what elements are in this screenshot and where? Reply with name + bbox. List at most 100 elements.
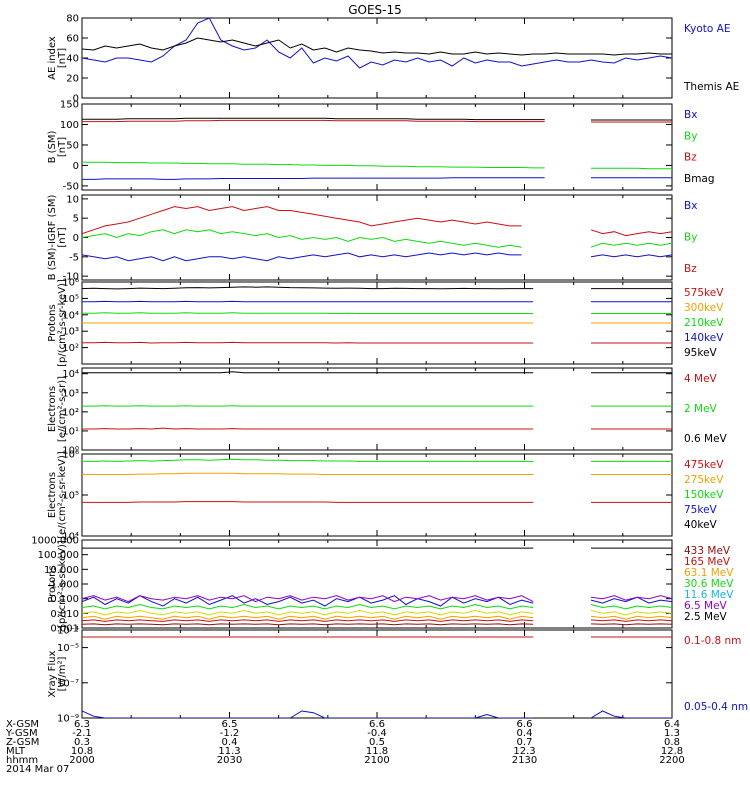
series-line-protons2-7 bbox=[82, 623, 672, 626]
series-line-ae-1 bbox=[82, 37, 672, 56]
y-tick-label: 10⁶ bbox=[62, 450, 79, 461]
legend-xray-1: 0.05-0.4 nm bbox=[684, 701, 748, 713]
ephemeris-value: 0.5 bbox=[369, 737, 385, 748]
ephemeris-value: -1.2 bbox=[220, 728, 240, 739]
legend-electrons2-2: 150keV bbox=[684, 489, 724, 501]
series-line-protons2-4 bbox=[82, 609, 672, 616]
panel-frame bbox=[81, 103, 673, 191]
y-tick-label: 100.000 bbox=[38, 550, 79, 561]
y-tick-label: 40 bbox=[66, 54, 79, 65]
legend-xray-0: 0.1-0.8 nm bbox=[684, 635, 741, 647]
series-line-protons-0 bbox=[82, 286, 672, 290]
panel-frame bbox=[81, 629, 673, 719]
series-line-xray-1 bbox=[82, 710, 672, 718]
y-tick-label: 80 bbox=[66, 14, 79, 25]
ephemeris-value: 6.4 bbox=[664, 719, 680, 730]
legend-protons2-0: 433 MeV bbox=[684, 545, 731, 557]
legend-dbb-0: Bx bbox=[684, 200, 697, 212]
ephemeris-value: 2200 bbox=[659, 755, 684, 766]
ephemeris-value: 0.7 bbox=[517, 737, 533, 748]
ephemeris-row-label: Z-GSM bbox=[6, 737, 39, 748]
y-tick-label: 0.100 bbox=[50, 594, 79, 605]
y-axis-label: [nT] bbox=[57, 227, 68, 247]
legend-b-3: Bmag bbox=[684, 173, 715, 185]
y-tick-label: 100 bbox=[60, 120, 79, 131]
ephemeris-value: 12.3 bbox=[513, 746, 535, 757]
y-tick-label: 20 bbox=[66, 74, 79, 85]
y-axis-label: [nT] bbox=[57, 137, 68, 157]
legend-protons2-3: 30.6 MeV bbox=[684, 578, 734, 590]
y-axis-label: AE index bbox=[47, 36, 58, 80]
panel-protons2: 0.001 0.010 0.100 1.000 10.000 100.000 1000.00… bbox=[31, 536, 734, 635]
ephemeris-value: 0.4 bbox=[222, 737, 238, 748]
y-tick-label: 0 bbox=[73, 94, 79, 105]
y-axis-label: [e/(cm²-s-sr-keV)] bbox=[57, 451, 68, 539]
y-tick-label: 0.010 bbox=[50, 609, 79, 620]
y-axis-label: [e/(cm²-s-sr)] bbox=[57, 376, 68, 442]
y-tick-label: 10³ bbox=[62, 327, 79, 338]
ephemeris-value: 2000 bbox=[69, 755, 94, 766]
ephemeris-value: -0.4 bbox=[367, 728, 387, 739]
ephemeris-date: 2014 Mar 07 bbox=[6, 764, 69, 775]
ephemeris-value: 6.5 bbox=[222, 719, 238, 730]
series-line-b-2 bbox=[82, 119, 672, 123]
y-axis-label: [p/(cm²-s-sr-keV)] bbox=[57, 279, 68, 367]
legend-protons-1: 300keV bbox=[684, 302, 724, 314]
ephemeris-row-label: hhmm bbox=[6, 755, 38, 766]
legend-protons-0: 575keV bbox=[684, 287, 724, 299]
legend-protons2-2: 63.1 MeV bbox=[684, 567, 734, 579]
ephemeris-value: 6.6 bbox=[369, 719, 385, 730]
series-line-protons2-1 bbox=[82, 595, 672, 607]
series-line-protons2-3 bbox=[82, 603, 672, 610]
y-tick-label: 10⁴ bbox=[62, 532, 79, 543]
series-line-b-1 bbox=[82, 161, 672, 170]
ephemeris-row-label: MLT bbox=[6, 746, 26, 757]
ephemeris-value: 11.8 bbox=[366, 746, 388, 757]
series-line-protons-4 bbox=[82, 341, 672, 344]
y-axis-label: Electrons bbox=[47, 386, 58, 432]
y-tick-label: 0 bbox=[73, 233, 79, 244]
panel-electrons1: 10⁰ 10¹ 10² 10³ 10⁴ Electrons [e/(cm²-s-sr)] 4 … bbox=[47, 367, 728, 457]
y-tick-label: 60 bbox=[66, 34, 79, 45]
panel-frame bbox=[81, 453, 673, 537]
series-line-ae-0 bbox=[82, 18, 672, 69]
series-line-protons2-5 bbox=[82, 615, 672, 620]
y-tick-label: 10⁻⁵ bbox=[57, 643, 79, 654]
ephemeris-value: 2100 bbox=[364, 755, 389, 766]
legend-ae-0: Kyoto AE bbox=[684, 23, 730, 35]
y-tick-label: 10⁴ bbox=[62, 310, 79, 321]
series-line-electrons2-1 bbox=[82, 472, 672, 475]
y-tick-label: 10³ bbox=[62, 388, 79, 399]
ephemeris-value: 2130 bbox=[512, 755, 537, 766]
legend-electrons2-1: 275keV bbox=[684, 474, 724, 486]
series-line-b-0 bbox=[82, 177, 672, 180]
panel-frame bbox=[81, 539, 673, 629]
series-line-dbb-2 bbox=[82, 206, 672, 237]
panel-xray: 10⁻⁹ 10⁻⁷ 10⁻⁵ 10⁻⁴ Xray Flux [W/m²] 0.1-0.8 n… bbox=[47, 626, 748, 725]
y-tick-label: 10⁻⁴ bbox=[57, 626, 79, 637]
y-axis-label: [nT] bbox=[57, 48, 68, 68]
ephemeris-value: 6.6 bbox=[517, 719, 533, 730]
legend-b-2: Bz bbox=[684, 152, 697, 164]
ephemeris-value: 2030 bbox=[217, 755, 242, 766]
y-tick-label: 10² bbox=[62, 343, 79, 354]
panel-frame bbox=[81, 17, 673, 99]
ephemeris-value: 1.3 bbox=[664, 728, 680, 739]
ephemeris-row-label: X-GSM bbox=[6, 719, 39, 730]
legend-b-0: Bx bbox=[684, 109, 697, 121]
y-tick-label: 0.001 bbox=[50, 624, 79, 635]
series-line-dbb-0 bbox=[82, 252, 672, 262]
series-line-electrons1-2 bbox=[82, 427, 672, 430]
y-tick-label: 10⁰ bbox=[62, 446, 79, 457]
y-tick-label: -50 bbox=[63, 181, 79, 192]
legend-dbb-1: By bbox=[684, 232, 697, 244]
series-line-electrons1-0 bbox=[82, 371, 672, 374]
legend-b-1: By bbox=[684, 130, 697, 142]
legend-electrons2-0: 475keV bbox=[684, 459, 724, 471]
y-tick-label: -5 bbox=[69, 252, 79, 263]
figure-title: GOES-15 bbox=[348, 3, 402, 17]
y-tick-label: 10.000 bbox=[44, 565, 79, 576]
